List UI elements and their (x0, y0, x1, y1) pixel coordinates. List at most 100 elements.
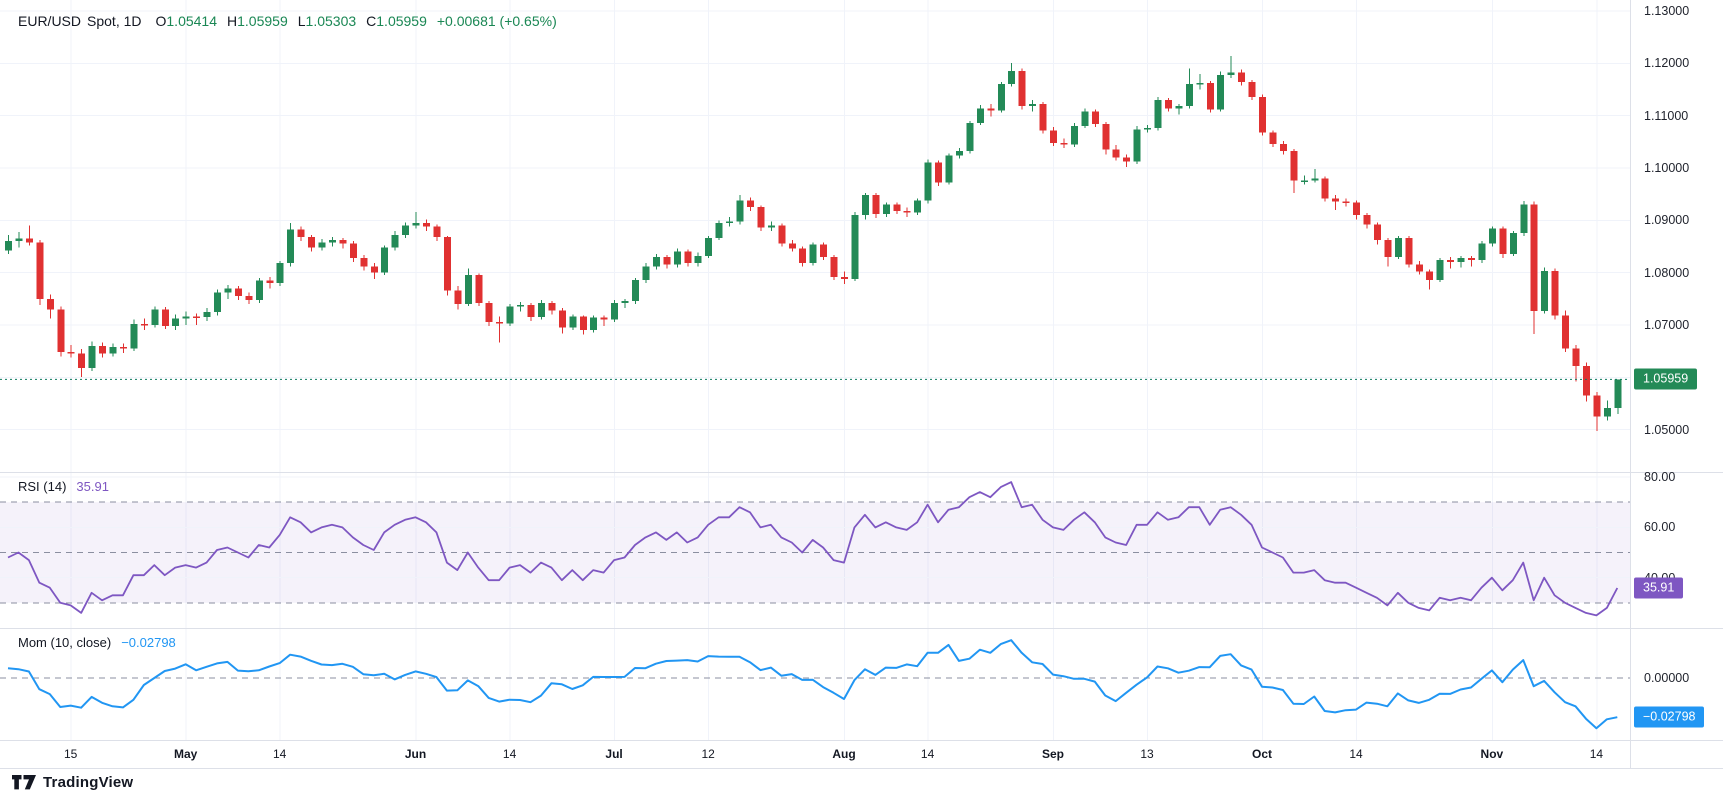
candle-body[interactable] (767, 225, 775, 228)
candle-body[interactable] (1363, 215, 1371, 225)
candle-body[interactable] (1091, 111, 1099, 125)
candle-body[interactable] (1509, 232, 1517, 254)
candle-body[interactable] (893, 204, 901, 211)
candle-body[interactable] (464, 275, 472, 305)
candle-body[interactable] (1175, 106, 1183, 109)
candle-body[interactable] (1541, 271, 1549, 311)
candle-body[interactable] (600, 317, 608, 320)
candle-body[interactable] (1551, 271, 1559, 316)
candle-body[interactable] (287, 229, 295, 264)
candle-body[interactable] (537, 302, 545, 318)
candle-body[interactable] (1405, 238, 1413, 265)
candle-body[interactable] (757, 207, 765, 228)
candle-body[interactable] (861, 195, 869, 216)
candle-body[interactable] (621, 300, 629, 303)
candle-body[interactable] (830, 256, 838, 277)
candle-body[interactable] (548, 302, 556, 311)
candle-body[interactable] (1353, 202, 1361, 216)
candle-body[interactable] (1332, 198, 1340, 202)
candle-body[interactable] (955, 151, 963, 156)
candle-body[interactable] (1593, 395, 1601, 417)
rsi-legend[interactable]: RSI (14) 35.91 (18, 479, 109, 494)
candle-body[interactable] (1102, 124, 1110, 150)
candle-body[interactable] (67, 352, 75, 354)
candle-body[interactable] (652, 256, 660, 267)
candle-body[interactable] (276, 263, 284, 284)
candle-body[interactable] (642, 266, 650, 280)
candle-body[interactable] (579, 316, 587, 331)
candle-body[interactable] (611, 302, 619, 320)
candle-body[interactable] (1468, 257, 1475, 261)
candle-body[interactable] (266, 280, 274, 284)
candle-body[interactable] (1029, 104, 1037, 107)
candle-body[interactable] (914, 200, 922, 213)
candle-body[interactable] (1185, 84, 1193, 107)
candle-body[interactable] (1196, 83, 1204, 85)
candle-body[interactable] (736, 200, 744, 222)
candle-body[interactable] (245, 296, 253, 300)
candle-body[interactable] (1300, 180, 1308, 182)
candle-body[interactable] (308, 237, 316, 248)
candle-body[interactable] (433, 226, 441, 238)
candle-body[interactable] (684, 251, 692, 264)
candle-body[interactable] (1081, 111, 1089, 127)
candle-body[interactable] (506, 306, 514, 324)
candle-body[interactable] (1415, 264, 1423, 272)
candle-body[interactable] (496, 321, 504, 324)
candle-body[interactable] (161, 309, 169, 327)
candle-body[interactable] (255, 280, 263, 300)
candle-body[interactable] (1133, 129, 1141, 162)
tradingview-logo[interactable]: TradingView (12, 774, 133, 791)
momentum-value-badge[interactable]: −0.02798 (1634, 706, 1705, 728)
candle-body[interactable] (872, 195, 880, 215)
candle-body[interactable] (402, 225, 410, 235)
candle-body[interactable] (193, 316, 201, 318)
candle-body[interactable] (924, 162, 932, 201)
candle-body[interactable] (1144, 128, 1152, 130)
candle-body[interactable] (1603, 408, 1611, 417)
symbol-legend[interactable]: EUR/USD Spot, 1D O1.05414 H1.05959 L1.05303 C… (18, 13, 557, 29)
current-price-badge[interactable]: 1.05959 (1634, 368, 1698, 390)
candle-body[interactable] (820, 244, 828, 257)
candle-body[interactable] (46, 298, 54, 310)
candle-body[interactable] (590, 317, 598, 331)
candle-body[interactable] (1206, 83, 1214, 110)
candle-body[interactable] (1238, 72, 1246, 83)
symbol-name[interactable]: EUR/USD (18, 13, 82, 29)
candle-body[interactable] (1227, 72, 1235, 75)
candle-body[interactable] (1164, 99, 1172, 109)
candle-body[interactable] (778, 225, 786, 244)
candle-body[interactable] (746, 200, 754, 208)
candle-body[interactable] (705, 238, 713, 256)
candle-body[interactable] (527, 305, 535, 318)
candle-body[interactable] (412, 222, 420, 226)
candle-body[interactable] (109, 346, 117, 354)
candle-body[interactable] (841, 276, 848, 279)
candle-body[interactable] (1488, 228, 1496, 244)
candle-body[interactable] (370, 266, 378, 273)
candle-body[interactable] (1259, 96, 1266, 133)
candle-body[interactable] (851, 215, 859, 279)
candle-body[interactable] (391, 234, 399, 248)
candle-body[interactable] (945, 155, 953, 183)
candle-body[interactable] (36, 242, 44, 299)
momentum-legend[interactable]: Mom (10, close) −0.02798 (18, 635, 176, 650)
candle-body[interactable] (632, 279, 639, 301)
candle-body[interactable] (15, 238, 23, 242)
candle-body[interactable] (88, 345, 96, 368)
candle-body[interactable] (1447, 260, 1455, 263)
candle-body[interactable] (935, 162, 943, 183)
candle-body[interactable] (349, 243, 357, 258)
candle-body[interactable] (1342, 201, 1350, 203)
candle-body[interactable] (318, 242, 326, 248)
candle-body[interactable] (1499, 228, 1507, 254)
candle-body[interactable] (454, 290, 462, 305)
candle-body[interactable] (1373, 224, 1381, 241)
candle-body[interactable] (328, 240, 336, 243)
candle-body[interactable] (140, 323, 148, 326)
candle-body[interactable] (1008, 71, 1016, 85)
candle-body[interactable] (1311, 178, 1319, 181)
candle-body[interactable] (1321, 178, 1329, 199)
candle-body[interactable] (1394, 238, 1402, 257)
